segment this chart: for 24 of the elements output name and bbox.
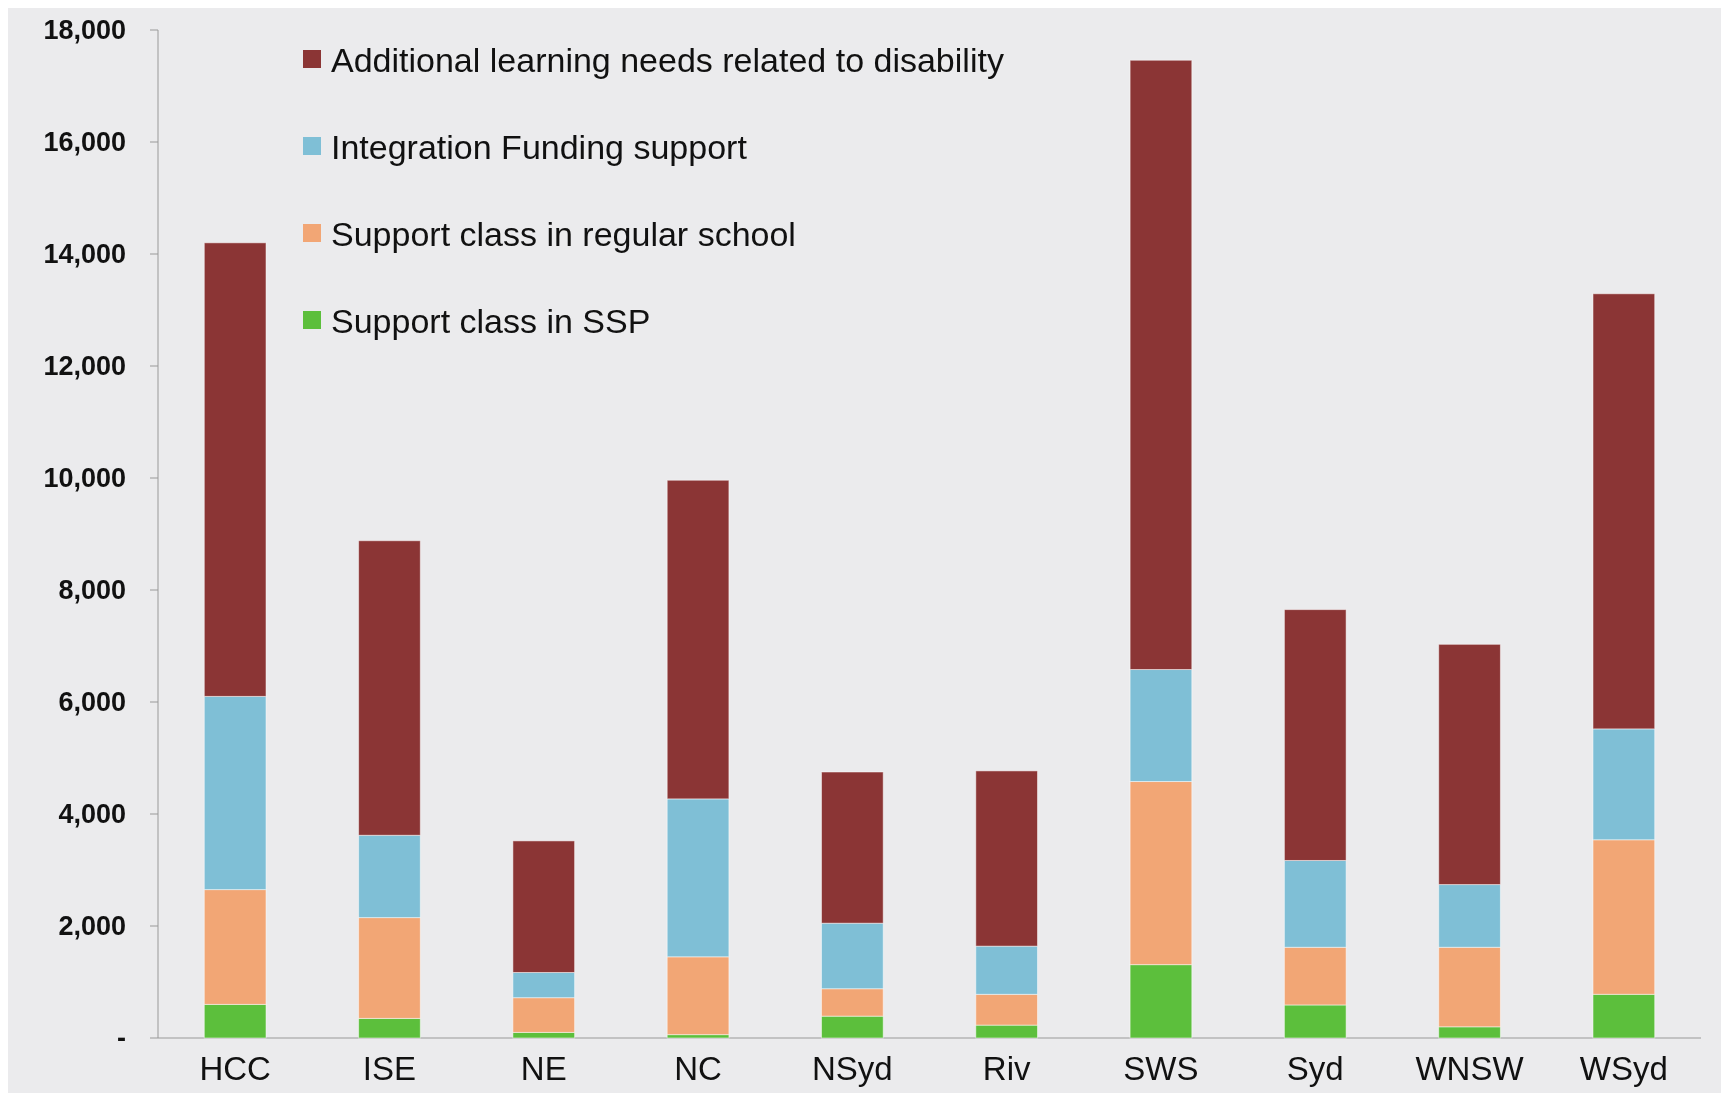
y-tick-label: 10,000: [43, 463, 126, 494]
y-tick-label: 2,000: [58, 911, 126, 942]
y-tick-label: 4,000: [58, 799, 126, 830]
y-tick-label: 6,000: [58, 687, 126, 718]
legend-label: Support class in regular school: [331, 214, 796, 253]
legend-label: Additional learning needs related to disability: [331, 40, 1004, 79]
x-tick-label: SWS: [1123, 1050, 1199, 1087]
y-tick-label: 18,000: [43, 15, 126, 46]
x-tick-label: Syd: [1286, 1050, 1344, 1087]
legend-label: Support class in SSP: [331, 301, 651, 340]
y-tick-label: 12,000: [43, 351, 126, 382]
x-tick-label: Riv: [982, 1050, 1031, 1087]
legend-label: Integration Funding support: [331, 127, 748, 166]
y-tick-label: 8,000: [58, 575, 126, 606]
x-tick-label: NSyd: [812, 1050, 893, 1087]
x-tick-label: WNSW: [1415, 1050, 1525, 1087]
x-tick-label: NE: [520, 1050, 567, 1087]
x-tick-label: WSyd: [1579, 1050, 1668, 1087]
y-tick-label: 14,000: [43, 239, 126, 270]
x-tick-label: HCC: [199, 1050, 271, 1087]
x-tick-label: ISE: [362, 1050, 417, 1087]
y-tick-label: 16,000: [43, 127, 126, 158]
y-tick-label: -: [117, 1023, 126, 1054]
x-tick-label: NC: [674, 1050, 722, 1087]
